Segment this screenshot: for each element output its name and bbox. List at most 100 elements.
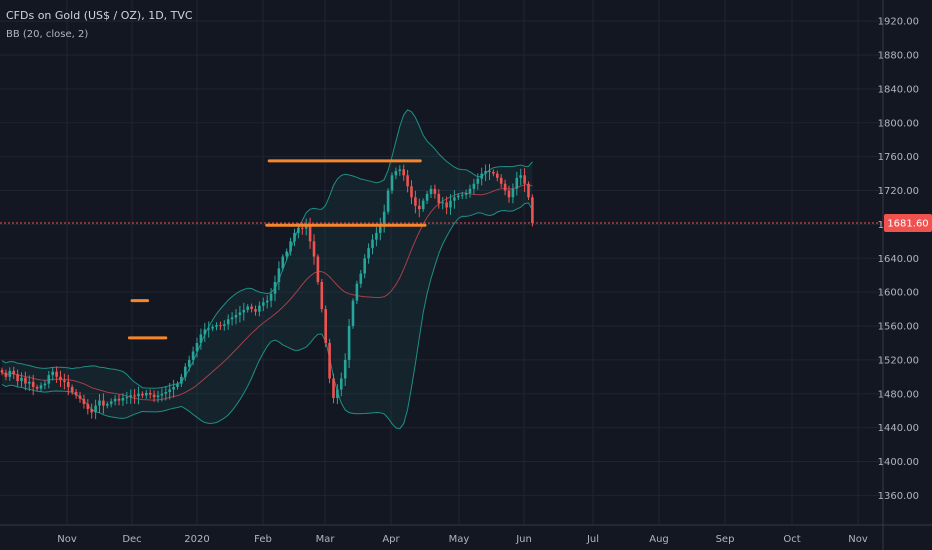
candle[interactable]: [273, 275, 277, 302]
candle[interactable]: [343, 353, 347, 386]
candle[interactable]: [340, 372, 343, 397]
candle[interactable]: [484, 164, 487, 182]
candle[interactable]: [519, 168, 522, 186]
candle[interactable]: [8, 367, 12, 381]
candle[interactable]: [187, 355, 191, 372]
candle[interactable]: [441, 197, 444, 210]
candle[interactable]: [199, 328, 203, 350]
candle[interactable]: [269, 287, 273, 308]
candle[interactable]: [102, 393, 105, 414]
candle[interactable]: [67, 374, 70, 396]
candle[interactable]: [492, 169, 495, 177]
price-axis[interactable]: 1360.00 1400.00 1440.00 1480.00 1520.00 1560.…: [878, 17, 919, 502]
candle[interactable]: [355, 280, 359, 304]
candle[interactable]: [211, 324, 214, 332]
candle[interactable]: [12, 366, 15, 380]
candle[interactable]: [70, 384, 74, 395]
candle[interactable]: [90, 403, 93, 419]
candle[interactable]: [242, 302, 246, 321]
candle[interactable]: [172, 379, 175, 398]
candle[interactable]: [437, 189, 441, 209]
candle[interactable]: [515, 171, 519, 196]
candle[interactable]: [164, 386, 168, 401]
candle[interactable]: [223, 320, 226, 331]
candle[interactable]: [503, 179, 507, 196]
candle[interactable]: [425, 190, 429, 205]
candle[interactable]: [363, 254, 366, 279]
candle[interactable]: [129, 389, 132, 404]
candle[interactable]: [63, 373, 66, 390]
candle[interactable]: [20, 372, 23, 388]
candle[interactable]: [523, 168, 526, 192]
candle[interactable]: [109, 398, 113, 408]
candle[interactable]: [453, 190, 456, 209]
candle[interactable]: [28, 375, 31, 392]
candle[interactable]: [258, 301, 261, 317]
candle[interactable]: [457, 193, 460, 201]
candle[interactable]: [511, 183, 515, 204]
candle[interactable]: [125, 391, 129, 405]
candle[interactable]: [137, 386, 140, 405]
candle[interactable]: [47, 370, 51, 389]
candle[interactable]: [148, 389, 152, 399]
candle[interactable]: [113, 395, 117, 406]
candle[interactable]: [320, 279, 324, 313]
candle[interactable]: [332, 373, 335, 404]
candle[interactable]: [106, 401, 109, 409]
candle[interactable]: [176, 381, 179, 390]
candle[interactable]: [398, 165, 402, 176]
last-price-label[interactable]: 1681.60: [884, 214, 932, 233]
candle[interactable]: [312, 234, 316, 265]
candle[interactable]: [429, 185, 433, 198]
candle[interactable]: [86, 399, 90, 415]
candles[interactable]: [0, 163, 534, 420]
candle[interactable]: [449, 194, 452, 215]
candle[interactable]: [351, 298, 355, 329]
candle[interactable]: [507, 185, 511, 203]
candle[interactable]: [207, 321, 210, 338]
candle[interactable]: [499, 174, 503, 188]
candle[interactable]: [246, 304, 249, 313]
candle[interactable]: [0, 367, 4, 376]
candle[interactable]: [336, 384, 339, 405]
candle[interactable]: [145, 389, 148, 399]
candle[interactable]: [203, 322, 207, 342]
candle[interactable]: [421, 198, 425, 212]
candle[interactable]: [265, 295, 269, 309]
level-lines[interactable]: [127, 159, 427, 340]
indicator-label[interactable]: BB (20, close, 2): [6, 29, 88, 40]
candle[interactable]: [74, 389, 78, 399]
candle[interactable]: [285, 248, 288, 260]
candle[interactable]: [375, 226, 378, 247]
candle[interactable]: [445, 196, 448, 215]
candle[interactable]: [238, 305, 242, 323]
candle[interactable]: [35, 384, 39, 392]
candle[interactable]: [359, 269, 363, 288]
candle[interactable]: [254, 305, 257, 316]
candle[interactable]: [168, 382, 171, 400]
candle[interactable]: [382, 204, 386, 233]
candle[interactable]: [472, 179, 476, 195]
candle[interactable]: [262, 297, 265, 312]
candle[interactable]: [230, 312, 234, 326]
candle[interactable]: [133, 388, 136, 404]
candle[interactable]: [531, 194, 534, 227]
candle[interactable]: [226, 314, 230, 330]
candle[interactable]: [289, 237, 292, 256]
candle[interactable]: [410, 180, 413, 205]
candle[interactable]: [219, 321, 222, 331]
candle[interactable]: [379, 217, 382, 241]
candle[interactable]: [215, 322, 218, 331]
candle[interactable]: [406, 169, 409, 193]
candle[interactable]: [55, 366, 58, 383]
candle[interactable]: [121, 393, 125, 406]
candle[interactable]: [31, 374, 35, 396]
candle[interactable]: [496, 170, 499, 182]
candle[interactable]: [308, 217, 312, 249]
candle[interactable]: [191, 346, 195, 366]
candle[interactable]: [51, 366, 54, 381]
candle[interactable]: [180, 373, 183, 387]
candle[interactable]: [293, 228, 296, 247]
